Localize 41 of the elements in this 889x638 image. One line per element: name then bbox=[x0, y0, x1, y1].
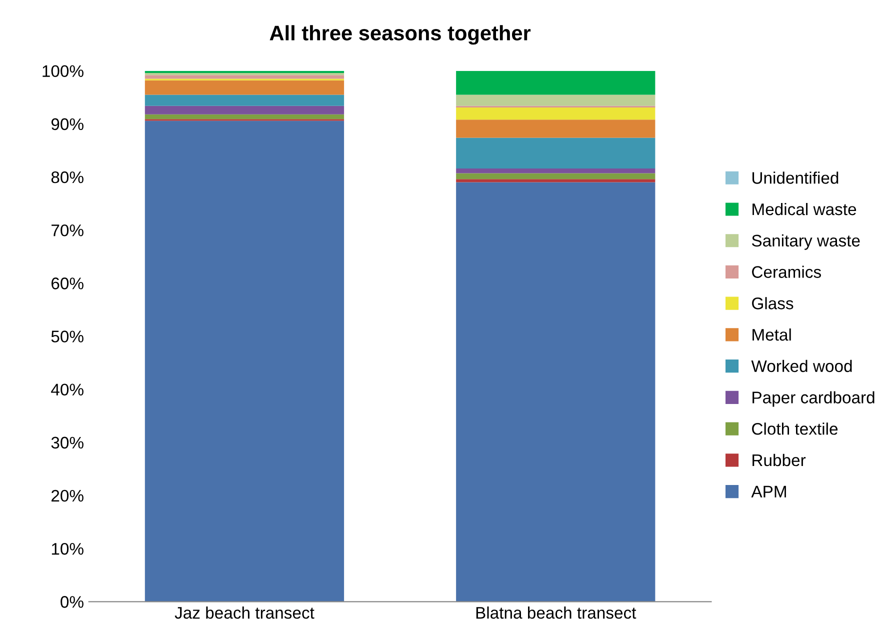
y-tick-label: 30% bbox=[51, 436, 84, 449]
legend-label: Metal bbox=[752, 328, 791, 341]
legend-label: Sanitary waste bbox=[752, 234, 860, 250]
legend-label: Unidentified bbox=[752, 172, 838, 184]
legend-label: Paper cardboard bbox=[752, 391, 874, 407]
y-tick-label: 0% bbox=[60, 596, 84, 608]
legend-label: Rubber bbox=[752, 454, 806, 466]
bar bbox=[144, 80, 344, 95]
bar bbox=[144, 75, 344, 79]
y-tick-label: 40% bbox=[51, 384, 84, 396]
y-tick-label: 90% bbox=[51, 118, 84, 130]
x-tick-label: Blatna beach transect bbox=[476, 606, 636, 619]
bar bbox=[456, 107, 656, 120]
bar bbox=[144, 94, 344, 106]
x-tick-label: Jaz beach transect bbox=[174, 606, 314, 619]
bar bbox=[456, 168, 656, 174]
y-tick-label: 70% bbox=[52, 224, 84, 236]
bar bbox=[456, 182, 656, 602]
legend-label: Glass bbox=[752, 297, 794, 310]
legend-label: APM bbox=[751, 486, 786, 498]
bar bbox=[144, 114, 344, 120]
bar bbox=[144, 72, 344, 76]
legend-label: Ceramics bbox=[752, 266, 821, 278]
y-tick-label: 60% bbox=[52, 278, 84, 290]
chart-title: All three seasons together bbox=[270, 25, 531, 45]
bar bbox=[456, 94, 656, 106]
legend-label: Worked wood bbox=[751, 360, 852, 372]
y-tick-label: 80% bbox=[51, 171, 84, 184]
bar bbox=[456, 120, 656, 138]
bar bbox=[144, 106, 344, 114]
legend-label: Cloth textile bbox=[752, 422, 838, 435]
y-tick-label: 50% bbox=[51, 330, 84, 342]
legend-label: Medical waste bbox=[752, 202, 856, 216]
y-tick-label: 20% bbox=[52, 490, 84, 502]
bar bbox=[456, 70, 656, 95]
bar bbox=[456, 173, 656, 180]
y-tick-label: 100% bbox=[42, 65, 84, 78]
y-tick-label: 10% bbox=[52, 542, 84, 555]
bar bbox=[456, 179, 656, 182]
bar bbox=[144, 120, 344, 602]
bar bbox=[456, 138, 656, 168]
